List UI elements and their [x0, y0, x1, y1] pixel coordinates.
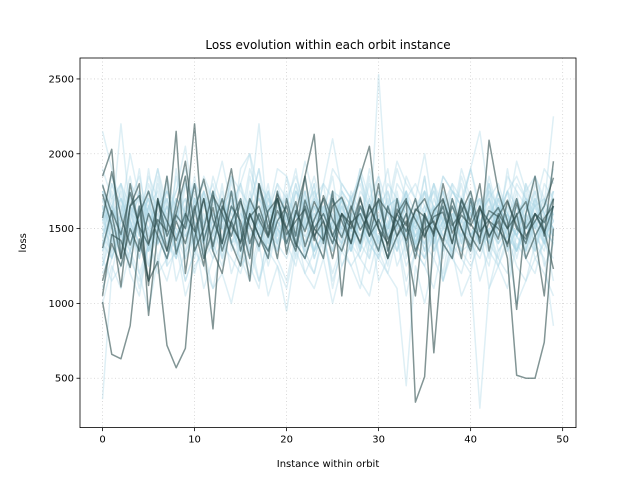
light-series-line [101, 235, 555, 290]
y-tick-label: 2500 [49, 74, 74, 85]
x-tick-label: 50 [556, 435, 569, 446]
dark-series-line [101, 123, 555, 330]
y-tick-label: 1000 [49, 299, 74, 310]
x-axis-ticks: 0 10 20 30 40 50 [99, 427, 569, 446]
light-series-line [101, 242, 555, 409]
chart-title: Loss evolution within each orbit instanc… [205, 38, 450, 52]
dark-series-line [101, 197, 555, 379]
y-axis-ticks: 500 1000 1500 2000 2500 [49, 74, 80, 385]
dark-series-line [101, 175, 555, 403]
x-axis-label: Instance within orbit [277, 459, 380, 470]
series-lines [101, 73, 555, 409]
x-tick-label: 20 [280, 435, 293, 446]
y-tick-label: 2000 [49, 149, 74, 160]
y-tick-label: 1500 [49, 224, 74, 235]
x-tick-label: 30 [372, 435, 385, 446]
dark-series-line [101, 197, 555, 297]
y-tick-label: 500 [55, 374, 74, 385]
x-tick-label: 40 [464, 435, 477, 446]
light-series-line [101, 220, 555, 326]
dark-series-line [101, 160, 555, 267]
x-tick-label: 10 [188, 435, 201, 446]
y-axis-label: loss [18, 233, 29, 252]
x-tick-label: 0 [99, 435, 105, 446]
plot-frame [79, 57, 577, 429]
light-series-line [101, 167, 555, 222]
light-series-line [101, 130, 555, 222]
light-series-line [101, 220, 555, 282]
